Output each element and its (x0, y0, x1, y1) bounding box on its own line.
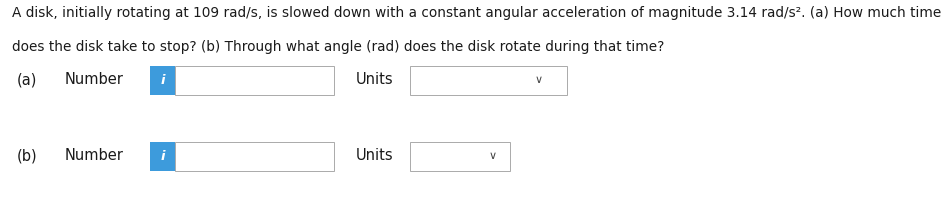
FancyBboxPatch shape (410, 142, 510, 170)
FancyBboxPatch shape (150, 142, 175, 170)
Text: i: i (161, 150, 164, 162)
Text: A disk, initially rotating at 109 rad/s, is slowed down with a constant angular : A disk, initially rotating at 109 rad/s,… (12, 6, 941, 20)
FancyBboxPatch shape (150, 66, 175, 95)
Text: (b): (b) (17, 148, 38, 164)
Text: Units: Units (355, 148, 393, 164)
Text: ∨: ∨ (535, 75, 543, 85)
FancyBboxPatch shape (175, 66, 334, 95)
Text: (a): (a) (17, 72, 37, 88)
Text: Number: Number (65, 148, 124, 164)
Text: i: i (161, 73, 164, 86)
Text: ∨: ∨ (488, 151, 496, 161)
FancyBboxPatch shape (410, 66, 567, 95)
Text: Units: Units (355, 72, 393, 88)
FancyBboxPatch shape (175, 142, 334, 170)
Text: Number: Number (65, 72, 124, 88)
Text: does the disk take to stop? (b) Through what angle (rad) does the disk rotate du: does the disk take to stop? (b) Through … (12, 40, 665, 54)
